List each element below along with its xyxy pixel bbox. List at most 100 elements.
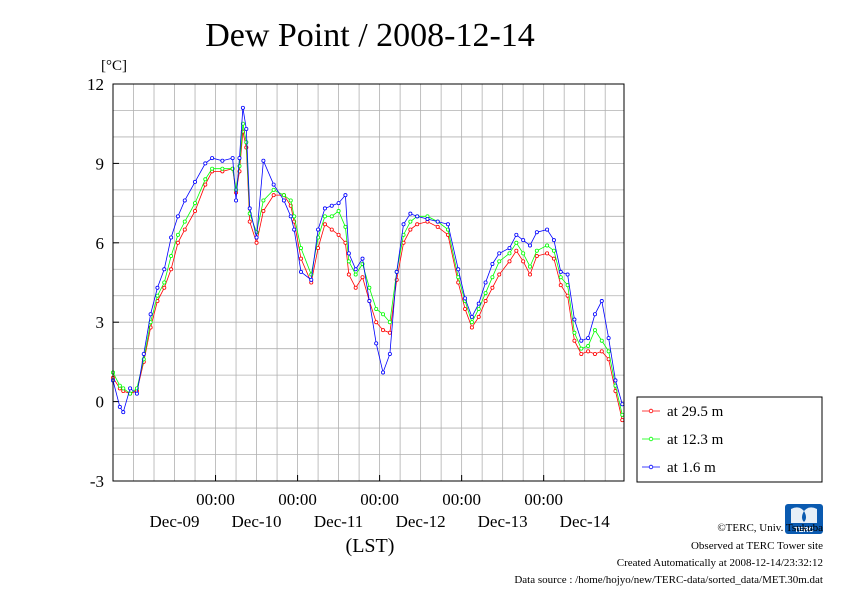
data-point	[528, 243, 533, 248]
data-point	[592, 351, 597, 356]
legend-label: at 29.5 m	[667, 404, 724, 420]
x-date-label: Dec-13	[478, 512, 528, 531]
data-point	[476, 301, 481, 306]
data-point	[169, 267, 174, 272]
x-date-label: Dec-10	[232, 512, 282, 531]
data-point	[234, 198, 239, 203]
data-point	[528, 264, 533, 269]
data-point	[599, 299, 604, 304]
data-point	[353, 272, 358, 277]
data-point	[387, 330, 392, 335]
data-point	[298, 256, 303, 261]
data-point	[322, 214, 327, 219]
data-point	[203, 182, 208, 187]
data-point	[514, 248, 519, 253]
data-point	[298, 246, 303, 251]
data-point	[545, 251, 550, 256]
plot-frame	[112, 83, 625, 482]
data-point	[193, 179, 198, 184]
data-point	[244, 126, 249, 131]
data-point	[237, 156, 242, 161]
data-point	[121, 410, 126, 415]
data-point	[490, 275, 495, 280]
data-source: Data source : /home/hojyo/new/TERC-data/…	[514, 574, 823, 586]
data-point	[469, 325, 474, 330]
data-point	[387, 351, 392, 356]
data-point	[586, 349, 591, 354]
data-point	[261, 198, 266, 203]
y-tick-label: 6	[96, 234, 105, 253]
series-2	[111, 105, 625, 415]
data-point	[497, 259, 502, 264]
data-point	[155, 293, 160, 298]
data-point	[329, 214, 334, 219]
data-point	[220, 166, 225, 171]
data-point	[620, 402, 625, 407]
data-point	[545, 227, 550, 232]
data-point	[346, 259, 351, 264]
x-time-label: 00:00	[196, 490, 235, 509]
data-point	[141, 351, 146, 356]
data-point	[346, 272, 351, 277]
x-date-label: Dec-09	[150, 512, 200, 531]
data-point	[175, 214, 180, 219]
data-point	[182, 227, 187, 232]
data-point	[551, 248, 556, 253]
data-point	[336, 232, 341, 237]
data-point	[271, 182, 276, 187]
data-point	[507, 251, 512, 256]
data-point	[463, 296, 468, 301]
data-point	[175, 240, 180, 245]
data-point	[353, 267, 358, 272]
data-point	[162, 267, 167, 272]
data-point	[374, 306, 379, 311]
y-axis-ticks: 12 9 6 3 0 -3	[87, 75, 119, 491]
legend-swatch-marker	[648, 436, 654, 442]
legend-box	[636, 396, 823, 483]
data-point	[469, 314, 474, 319]
data-point	[288, 214, 293, 219]
data-point	[367, 285, 372, 290]
terc-logo: TERC	[785, 504, 823, 534]
data-point	[148, 312, 153, 317]
data-point	[483, 280, 488, 285]
data-point	[230, 156, 235, 161]
data-point	[521, 251, 526, 256]
data-point	[381, 370, 386, 375]
data-point	[281, 193, 286, 198]
data-point	[329, 227, 334, 232]
x-date-label: Dec-14	[560, 512, 611, 531]
data-point	[497, 272, 502, 277]
data-point	[193, 209, 198, 214]
data-point	[579, 338, 584, 343]
data-point	[521, 238, 526, 243]
x-time-label: 00:00	[442, 490, 481, 509]
data-point	[117, 383, 122, 388]
data-point	[117, 404, 122, 409]
data-point	[592, 328, 597, 333]
y-tick-label: -3	[90, 472, 104, 491]
data-point	[415, 214, 420, 219]
data-point	[121, 386, 126, 391]
data-point	[476, 314, 481, 319]
data-point	[483, 299, 488, 304]
credit-site: Observed at TERC Tower site	[691, 540, 823, 552]
data-point	[316, 227, 321, 232]
data-point	[193, 201, 198, 206]
data-point	[292, 227, 297, 232]
data-point	[169, 254, 174, 259]
chart-title: Dew Point / 2008-12-14	[205, 17, 535, 54]
data-point	[322, 206, 327, 211]
data-point	[261, 209, 266, 214]
data-point	[586, 336, 591, 341]
data-point	[336, 209, 341, 214]
legend-label: at 12.3 m	[667, 432, 724, 448]
data-point	[203, 177, 208, 182]
data-point	[592, 312, 597, 317]
data-point	[309, 277, 314, 282]
data-point	[445, 222, 450, 227]
data-point	[298, 269, 303, 274]
data-point	[586, 344, 591, 349]
data-point	[507, 259, 512, 264]
